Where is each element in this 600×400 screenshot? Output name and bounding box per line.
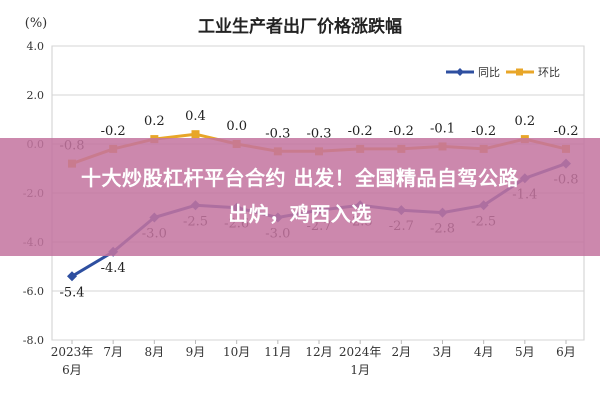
overlay-headline-line2: 出炉，鸡西入选 xyxy=(228,202,372,226)
overlay-banner xyxy=(0,138,600,256)
yoy-data-label: -5.4 xyxy=(59,285,84,300)
x-tick-label: 1月 xyxy=(350,363,370,377)
mom-data-label: -0.2 xyxy=(553,124,578,139)
x-tick-label: 6月 xyxy=(62,363,82,377)
x-tick-label: 2月 xyxy=(392,345,412,359)
y-unit-label: (%) xyxy=(25,16,48,31)
x-tick-label: 2023年 xyxy=(51,345,94,359)
legend-marker xyxy=(456,68,464,76)
x-tick-label: 11月 xyxy=(264,345,291,359)
y-tick-label: 4.0 xyxy=(27,40,45,53)
x-tick-label: 8月 xyxy=(145,345,165,359)
mom-data-label: -0.3 xyxy=(306,126,331,141)
mom-data-label: 0.0 xyxy=(226,119,247,134)
x-tick-label: 7月 xyxy=(103,345,123,359)
mom-data-label: -0.2 xyxy=(101,124,126,139)
x-tick-label: 4月 xyxy=(474,345,494,359)
mom-point xyxy=(191,130,200,139)
mom-data-label: 0.4 xyxy=(185,109,206,124)
x-tick-label: 6月 xyxy=(556,345,576,359)
y-tick-label: -6.0 xyxy=(23,285,44,298)
mom-data-label: -0.2 xyxy=(471,124,496,139)
x-tick-label: 3月 xyxy=(433,345,453,359)
x-tick-label: 9月 xyxy=(186,345,206,359)
legend-label: 同比 xyxy=(478,66,500,79)
yoy-data-label: -4.4 xyxy=(101,261,126,276)
chart-title: 工业生产者出厂价格涨跌幅 xyxy=(198,16,402,37)
y-tick-label: 2.0 xyxy=(27,89,45,102)
y-tick-label: -8.0 xyxy=(23,334,44,347)
x-tick-label: 2024年 xyxy=(339,345,382,359)
mom-data-label: 0.2 xyxy=(514,114,535,129)
x-tick-label: 10月 xyxy=(223,345,250,359)
x-tick-label: 12月 xyxy=(305,345,332,359)
x-tick-label: 5月 xyxy=(515,345,535,359)
legend-marker xyxy=(516,68,523,76)
yoy-point xyxy=(67,271,77,282)
mom-data-label: -0.2 xyxy=(389,124,414,139)
overlay-headline-line1: 十大炒股杠杆平台合约 出发！全国精品自驾公路 xyxy=(81,166,519,190)
mom-data-label: 0.2 xyxy=(144,114,165,129)
mom-data-label: -0.2 xyxy=(348,124,373,139)
legend-label: 环比 xyxy=(538,66,560,79)
mom-data-label: -0.1 xyxy=(430,121,455,136)
mom-data-label: -0.3 xyxy=(265,126,290,141)
overlay-headline[interactable]: 十大炒股杠杆平台合约 出发！全国精品自驾公路 出炉，鸡西入选 xyxy=(0,160,600,232)
